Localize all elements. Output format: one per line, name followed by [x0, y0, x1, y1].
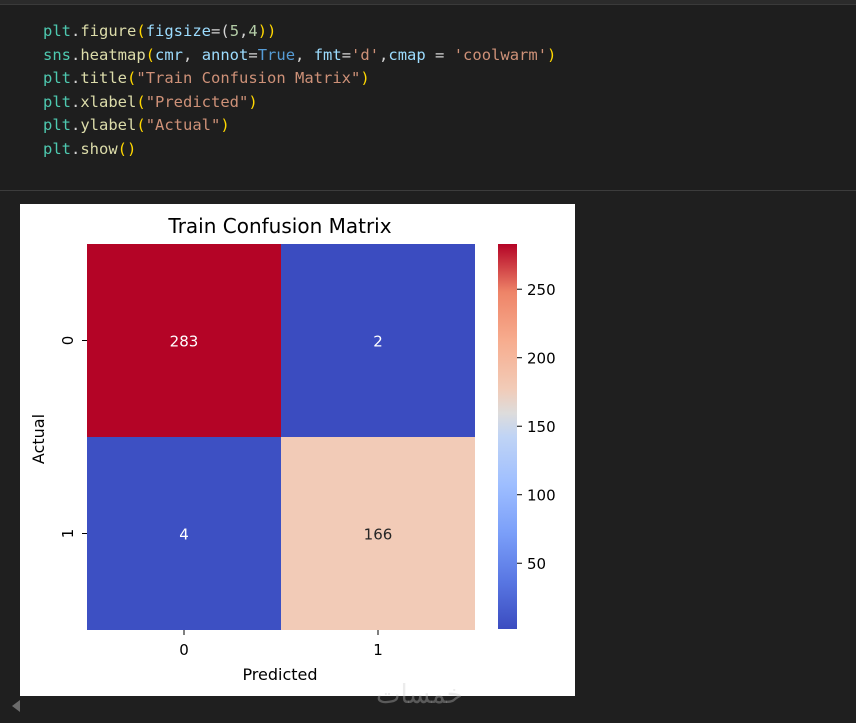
code-token: ( — [136, 92, 146, 111]
code-token: cmap — [388, 45, 426, 64]
code-token: plt — [43, 92, 71, 111]
code-token: ( — [127, 69, 137, 87]
code-token: xlabel — [80, 92, 137, 111]
code-token: ( — [145, 45, 156, 64]
code-token: "Actual" — [145, 116, 221, 134]
code-token: , — [239, 22, 249, 40]
code-token: =( — [211, 22, 230, 40]
code-token: sns — [43, 45, 71, 64]
code-token: . — [71, 139, 81, 158]
code-line[interactable]: plt.show() — [43, 138, 556, 162]
scroll-left-arrow[interactable] — [12, 700, 20, 712]
output-figure: Train Confusion Matrix 283 2 4 166 0 1 0 1 Pred… — [20, 204, 575, 696]
y-tick-label: 0 — [59, 336, 77, 346]
y-tick-label: 1 — [59, 529, 77, 539]
code-token: , — [183, 45, 202, 64]
watermark-text: خمسات — [376, 680, 463, 710]
code-line[interactable]: plt.xlabel("Predicted") — [43, 91, 556, 115]
code-line[interactable]: plt.ylabel("Actual") — [43, 114, 556, 138]
code-token: True — [257, 45, 296, 64]
code-token: plt — [43, 22, 71, 40]
code-line[interactable]: plt.title("Train Confusion Matrix") — [43, 67, 556, 91]
code-token: () — [117, 139, 137, 158]
colorbar-tick-label: 150 — [527, 418, 556, 436]
code-token: . — [71, 69, 81, 87]
code-editor[interactable]: plt.figure(figsize=(5,4)) sns.heatmap(cmr… — [43, 20, 556, 161]
code-token: ( — [136, 116, 146, 134]
code-token: "Train Confusion Matrix" — [136, 69, 361, 87]
y-axis-label: Actual — [29, 414, 48, 464]
code-token: plt — [43, 69, 71, 87]
code-token: figure — [80, 22, 137, 40]
chart-title: Train Confusion Matrix — [167, 214, 391, 238]
code-token: 5 — [229, 22, 240, 40]
code-token: . — [71, 45, 81, 64]
code-token: fmt — [313, 45, 342, 64]
code-token: ( — [136, 22, 146, 40]
code-line[interactable]: sns.heatmap(cmr, annot=True, fmt='d',cma… — [43, 44, 556, 68]
cell-annotation: 4 — [179, 526, 189, 544]
cell-annotation: 2 — [373, 333, 383, 351]
code-token: plt — [43, 139, 71, 158]
heatmap-chart: Train Confusion Matrix 283 2 4 166 0 1 0 1 Pred… — [29, 214, 556, 684]
cell-annotation: 283 — [170, 333, 199, 351]
code-token: show — [80, 139, 118, 158]
code-token: . — [71, 22, 81, 40]
top-separator — [0, 0, 856, 5]
watermark-logo: خمسات — [376, 680, 463, 710]
code-token: 'coolwarm' — [453, 45, 548, 64]
x-axis-label: Predicted — [242, 665, 317, 684]
x-tick-label: 0 — [179, 641, 189, 659]
code-token: cmr — [155, 45, 184, 64]
code-token: = — [341, 45, 352, 64]
code-token: )) — [257, 22, 277, 40]
code-token: . — [71, 116, 81, 134]
code-token: plt — [43, 116, 71, 134]
heatmap-cell — [281, 437, 475, 630]
code-token: "Predicted" — [145, 92, 249, 111]
code-token: = — [425, 45, 454, 64]
heatmap-cell — [281, 244, 475, 437]
colorbar: 50 100 150 200 250 — [498, 244, 556, 629]
code-token: , — [379, 45, 389, 64]
colorbar-tick-label: 100 — [527, 487, 556, 505]
code-token: ) — [220, 116, 230, 134]
code-token: ylabel — [80, 116, 137, 134]
code-token: heatmap — [80, 45, 146, 64]
code-token: figsize — [145, 22, 212, 40]
code-token: = — [248, 45, 258, 64]
code-token: ) — [248, 92, 258, 111]
code-token: title — [80, 69, 128, 87]
code-token: annot — [201, 45, 249, 64]
colorbar-tick-label: 250 — [527, 281, 556, 299]
code-token: ) — [360, 69, 370, 87]
colorbar-gradient — [498, 244, 517, 629]
code-token: . — [71, 92, 81, 111]
code-token: , — [295, 45, 314, 64]
cell-annotation: 166 — [364, 526, 393, 544]
colorbar-tick-label: 200 — [527, 350, 556, 368]
heatmap-cell — [87, 244, 281, 437]
code-line[interactable]: plt.figure(figsize=(5,4)) — [43, 20, 556, 44]
code-token: ) — [547, 45, 557, 64]
x-tick-label: 1 — [373, 641, 383, 659]
code-token: 4 — [248, 22, 258, 40]
colorbar-tick-label: 50 — [527, 555, 546, 573]
code-token: 'd' — [351, 45, 380, 64]
heatmap-cells: 283 2 4 166 0 1 0 1 — [59, 244, 475, 659]
heatmap-cell — [87, 437, 281, 630]
code-cell[interactable]: plt.figure(figsize=(5,4)) sns.heatmap(cmr… — [0, 5, 856, 191]
